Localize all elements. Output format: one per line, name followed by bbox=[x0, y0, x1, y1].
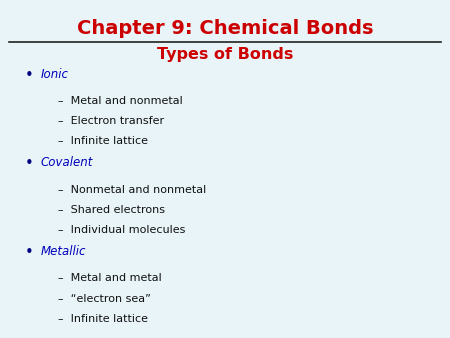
Text: Covalent: Covalent bbox=[40, 156, 93, 169]
Text: Ionic: Ionic bbox=[40, 68, 68, 80]
Text: •: • bbox=[25, 245, 33, 260]
Text: Types of Bonds: Types of Bonds bbox=[157, 47, 293, 62]
Text: Chapter 9: Chemical Bonds: Chapter 9: Chemical Bonds bbox=[77, 19, 373, 38]
Text: –  Electron transfer: – Electron transfer bbox=[58, 116, 165, 126]
Text: –  “electron sea”: – “electron sea” bbox=[58, 294, 151, 304]
Text: •: • bbox=[25, 68, 33, 82]
Text: •: • bbox=[25, 156, 33, 171]
Text: –  Individual molecules: – Individual molecules bbox=[58, 225, 186, 235]
Text: Metallic: Metallic bbox=[40, 245, 86, 258]
Text: –  Infinite lattice: – Infinite lattice bbox=[58, 314, 148, 324]
Text: –  Metal and nonmetal: – Metal and nonmetal bbox=[58, 96, 183, 106]
Text: –  Infinite lattice: – Infinite lattice bbox=[58, 136, 148, 146]
Text: –  Metal and metal: – Metal and metal bbox=[58, 273, 162, 284]
Text: –  Shared electrons: – Shared electrons bbox=[58, 205, 166, 215]
Text: –  Nonmetal and nonmetal: – Nonmetal and nonmetal bbox=[58, 185, 207, 195]
